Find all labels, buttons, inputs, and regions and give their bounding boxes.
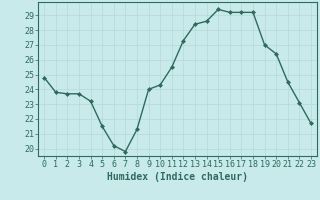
X-axis label: Humidex (Indice chaleur): Humidex (Indice chaleur) (107, 172, 248, 182)
